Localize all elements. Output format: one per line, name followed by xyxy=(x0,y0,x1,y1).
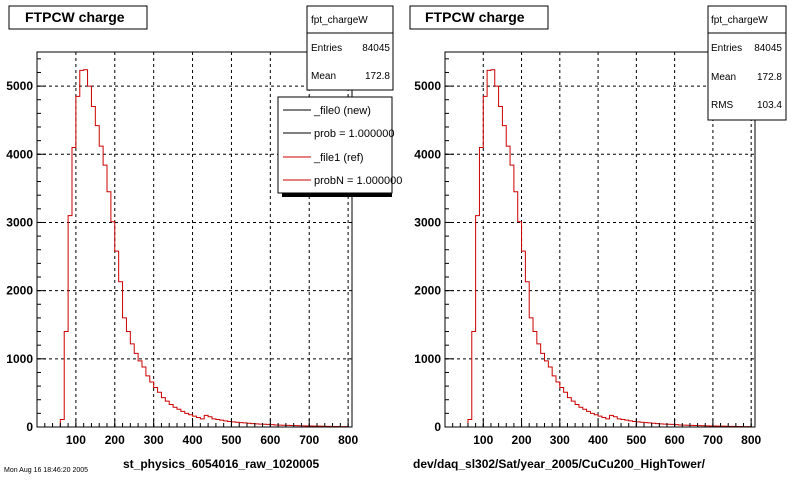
stats-value-rms: 103.4 xyxy=(757,100,782,111)
left-histogram-pad: 100 200 300 400 500 600 700 800 0 1000 2000 3000 40… xyxy=(6,5,402,471)
x-tick-label: 800 xyxy=(338,433,358,447)
x-tick-label: 100 xyxy=(473,433,493,447)
y-tick-label: 1000 xyxy=(6,352,33,366)
x-tick-label: 600 xyxy=(665,433,685,447)
chart-title-box: FTPCW charge xyxy=(409,5,549,30)
right-histogram-pad: 100 200 300 400 500 600 700 800 0 1000 2000 3000 40… xyxy=(409,5,787,471)
plot-frame-fill xyxy=(445,52,755,427)
plot-frame xyxy=(36,51,353,428)
stats-value-entries: 84045 xyxy=(362,43,390,54)
y-tick-label: 0 xyxy=(434,420,441,434)
x-tick-label: 700 xyxy=(299,433,319,447)
stats-label-entries: Entries xyxy=(711,43,742,54)
stats-label-rms: RMS xyxy=(711,100,734,111)
y-tick-label: 5000 xyxy=(414,79,441,93)
y-tick-label: 3000 xyxy=(6,215,33,229)
x-tick-label: 400 xyxy=(183,433,203,447)
stats-label-entries: Entries xyxy=(311,43,342,54)
x-axis-ticks: 100 200 300 400 500 600 700 800 xyxy=(452,419,762,447)
x-tick-label: 500 xyxy=(221,433,241,447)
timestamp-footer: Mon Aug 16 18:46:20 2005 xyxy=(4,467,88,474)
y-tick-label: 2000 xyxy=(6,284,33,298)
x-tick-label: 200 xyxy=(512,433,532,447)
y-axis-ticks: 0 1000 2000 3000 4000 5000 xyxy=(414,58,454,434)
plot-frame xyxy=(444,51,756,428)
x-axis-ticks: 100 200 300 400 500 600 700 800 xyxy=(44,419,358,447)
stats-value-mean: 172.8 xyxy=(757,72,782,83)
chart-title-box: FTPCW charge xyxy=(8,5,148,30)
legend-label-file1: _file1 (ref) xyxy=(313,152,364,164)
legend-label-probn: probN = 1.000000 xyxy=(314,175,402,187)
stats-label-mean: Mean xyxy=(311,71,336,82)
y-tick-label: 5000 xyxy=(6,79,33,93)
x-tick-label: 400 xyxy=(588,433,608,447)
x-tick-label: 700 xyxy=(703,433,723,447)
x-tick-label: 500 xyxy=(626,433,646,447)
y-tick-label: 3000 xyxy=(414,215,441,229)
stats-value-mean: 172.8 xyxy=(365,71,390,82)
x-tick-label: 600 xyxy=(260,433,280,447)
y-tick-label: 2000 xyxy=(414,284,441,298)
x-tick-label: 100 xyxy=(66,433,86,447)
legend: _file0 (new) prob = 1.000000 _file1 (ref… xyxy=(277,96,402,197)
legend-label-prob: prob = 1.000000 xyxy=(314,128,394,140)
x-axis-label: dev/daq_sl302/Sat/year_2005/CuCu200_High… xyxy=(413,457,706,471)
stats-box: fpt_chargeW Entries 84045 Mean 172.8 xyxy=(306,5,394,91)
stats-value-entries: 84045 xyxy=(754,43,782,54)
chart-title: FTPCW charge xyxy=(425,9,525,25)
chart-title: FTPCW charge xyxy=(25,9,125,25)
y-tick-label: 4000 xyxy=(414,147,441,161)
x-tick-label: 300 xyxy=(550,433,570,447)
x-tick-label: 200 xyxy=(105,433,125,447)
stats-title: fpt_chargeW xyxy=(711,15,768,26)
x-axis-label: st_physics_6054016_raw_1020005 xyxy=(123,457,319,471)
stats-title: fpt_chargeW xyxy=(311,15,368,26)
x-tick-label: 800 xyxy=(741,433,761,447)
y-tick-label: 4000 xyxy=(6,147,33,161)
x-tick-label: 300 xyxy=(144,433,164,447)
stats-box: fpt_chargeW Entries 84045 Mean 172.8 RMS… xyxy=(707,5,787,121)
legend-label-file0: _file0 (new) xyxy=(313,105,371,117)
y-tick-label: 1000 xyxy=(414,352,441,366)
y-tick-label: 0 xyxy=(26,420,33,434)
y-axis-ticks: 0 1000 2000 3000 4000 5000 xyxy=(6,58,46,434)
stats-label-mean: Mean xyxy=(711,72,736,83)
